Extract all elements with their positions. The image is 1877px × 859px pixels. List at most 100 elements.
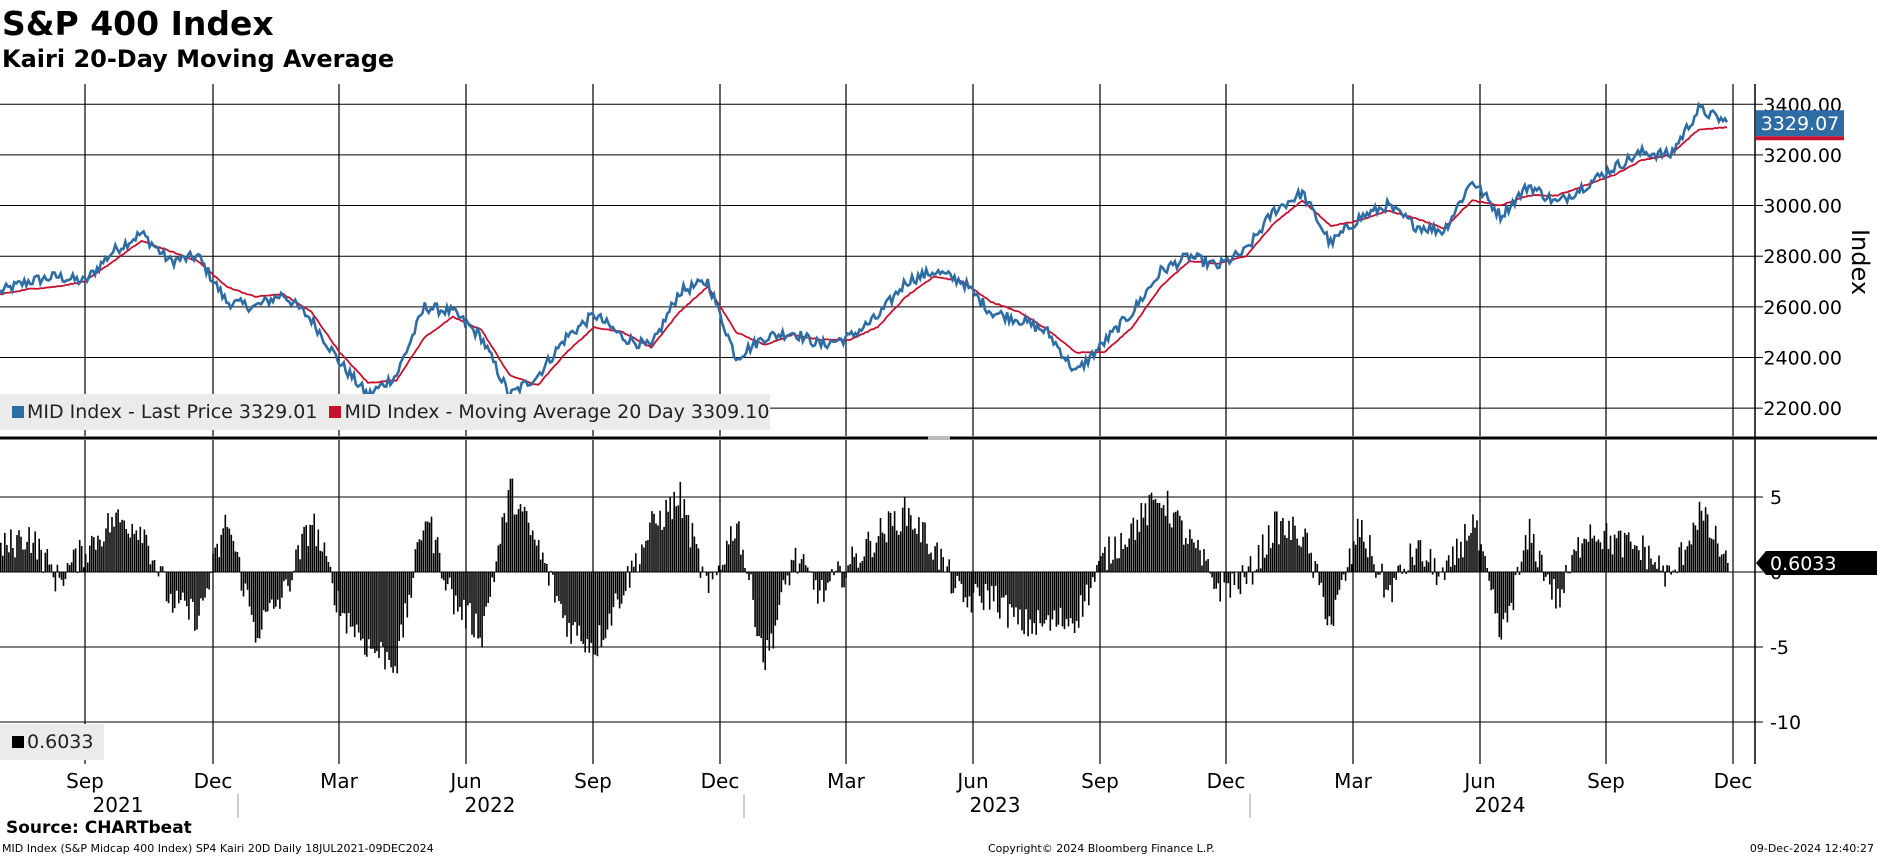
kairi-bar	[440, 572, 443, 579]
kairi-bar	[220, 534, 222, 572]
kairi-bar	[760, 572, 762, 639]
kairi-bar	[1419, 540, 1422, 572]
kairi-bar	[325, 556, 328, 572]
kairi-bar	[1223, 572, 1226, 583]
kairi-bar	[133, 533, 136, 572]
kairi-bar	[362, 572, 364, 639]
kairi-bar	[954, 572, 957, 589]
kairi-bar	[974, 572, 977, 584]
kairi-bar	[1227, 572, 1230, 584]
kairi-bar	[444, 572, 447, 591]
kairi-bar	[624, 572, 627, 591]
kairi-bar	[1122, 549, 1124, 572]
kairi-bar	[855, 553, 857, 572]
kairi-bar	[93, 537, 95, 572]
kairi-bar	[1160, 508, 1163, 572]
kairi-bar	[1476, 520, 1478, 572]
kairi-bar	[999, 572, 1001, 619]
kairi-bar	[630, 560, 633, 572]
kairi-bar	[1573, 549, 1575, 572]
kairi-tag-box	[1756, 550, 1877, 575]
kairi-bar	[1270, 548, 1272, 572]
kairi-bar	[1516, 566, 1519, 572]
kairi-bar	[1021, 572, 1023, 631]
kairi-bar	[167, 572, 170, 604]
kairi-bar	[1553, 572, 1555, 579]
kairi-bar	[1399, 564, 1401, 572]
kairi-bar	[1660, 570, 1662, 572]
kairi-bar	[1373, 564, 1375, 572]
kairi-bar	[513, 514, 516, 572]
kairi-bar	[699, 572, 702, 578]
kairi-bar	[123, 520, 125, 572]
kairi-bar	[1085, 572, 1088, 585]
kairi-bar	[337, 572, 340, 591]
kairi-bar	[1668, 565, 1670, 572]
kairi-bar	[819, 572, 821, 591]
kairi-bar	[262, 572, 265, 611]
kairi-bar	[1276, 511, 1278, 572]
kairi-bar	[810, 572, 813, 573]
kairi-bar	[705, 572, 708, 576]
kairi-bar	[319, 550, 322, 572]
kairi-bar	[697, 548, 700, 572]
kairi-bar	[531, 530, 534, 572]
kairi-bar	[1395, 572, 1397, 580]
x-year-label: 2024	[1475, 793, 1526, 817]
kairi-bar	[960, 572, 963, 584]
kairi-bar	[507, 490, 510, 572]
kairi-bar	[111, 517, 113, 572]
kairi-bar	[1646, 569, 1648, 572]
panel-resize-handle[interactable]	[928, 436, 950, 440]
kairi-bar	[402, 572, 404, 638]
kairi-bar	[1698, 501, 1701, 572]
kairi-bar	[867, 531, 870, 572]
kairi-bar	[1174, 511, 1177, 572]
kairi-bar	[471, 572, 473, 635]
kairi-bar	[1518, 572, 1521, 575]
kairi-bar	[50, 564, 53, 572]
kairi-bar	[56, 564, 59, 572]
kairi-bar	[1605, 523, 1608, 572]
kairi-bar	[620, 572, 623, 604]
kairi-bar	[1162, 504, 1165, 572]
kairi-bar	[1510, 572, 1513, 603]
kairi-bar	[1324, 572, 1327, 620]
legend-item-moving-average[interactable]: MID Index - Moving Average 20 Day 3309.1…	[317, 401, 769, 423]
kairi-bar	[351, 572, 354, 627]
kairi-bar	[1294, 525, 1296, 572]
kairi-bar	[82, 567, 85, 572]
kairi-bar	[1385, 572, 1387, 590]
kairi-bar	[143, 529, 146, 572]
kairi-bar	[250, 572, 253, 615]
kairi-bar	[721, 564, 724, 572]
kairi-bar	[519, 504, 522, 572]
kairi-bar	[885, 542, 888, 572]
kairi-bar	[1387, 572, 1389, 591]
kairi-bar	[1662, 565, 1664, 572]
legend-item-last-price[interactable]: MID Index - Last Price 3329.01	[0, 401, 317, 423]
kairi-bar	[788, 572, 791, 586]
legend-item-kairi[interactable]: 0.6033	[0, 731, 93, 753]
kairi-bar	[622, 572, 625, 596]
kairi-bar	[517, 509, 520, 572]
kairi-bar	[190, 572, 192, 599]
kairi-bar	[847, 565, 849, 572]
kairi-bar	[1472, 514, 1474, 572]
kairi-bar	[424, 521, 427, 572]
kairi-bar	[1684, 549, 1687, 572]
kairi-bar	[1322, 572, 1325, 597]
upper-legend: MID Index - Last Price 3329.01 MID Index…	[0, 394, 770, 430]
kairi-bar	[311, 525, 313, 572]
kairi-bar	[1077, 572, 1080, 628]
kairi-bar	[323, 542, 326, 572]
kairi-bar	[382, 572, 384, 647]
kairi-bar	[1389, 572, 1391, 585]
kairi-bar	[54, 572, 57, 592]
kairi-bar	[952, 572, 955, 593]
kairi-bar	[990, 572, 993, 586]
kairi-bar	[1474, 527, 1476, 572]
kairi-bar	[1136, 519, 1139, 572]
kairi-bar	[159, 566, 162, 572]
kairi-bar	[232, 541, 235, 572]
